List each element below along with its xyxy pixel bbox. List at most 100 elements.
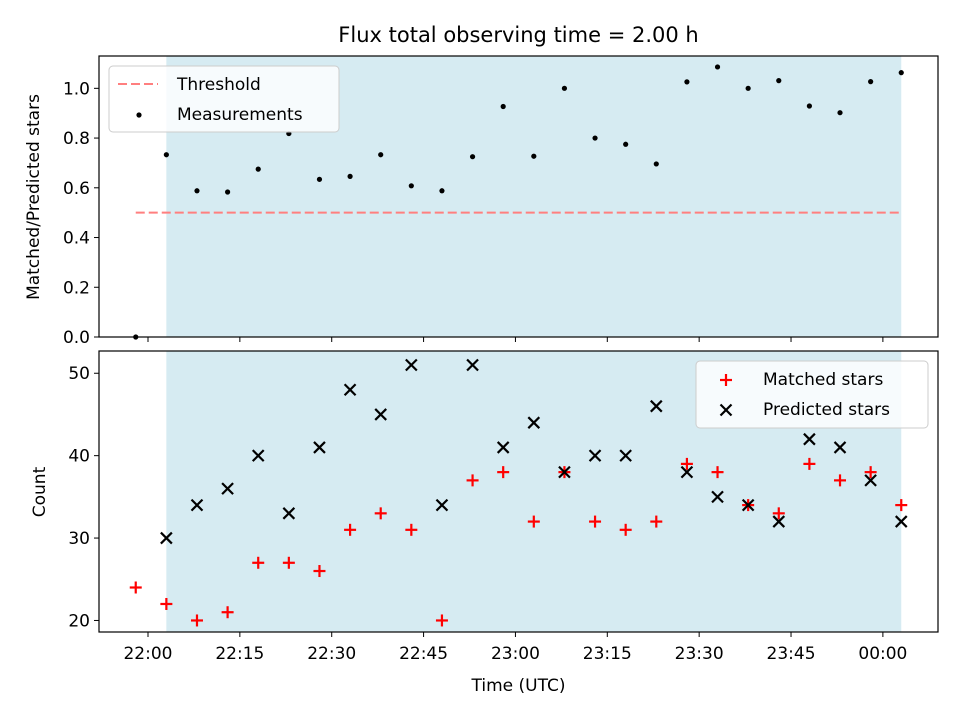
measurement-point <box>255 166 261 172</box>
predicted-star-point <box>343 383 357 397</box>
predicted-star-point-b <box>251 449 265 462</box>
legend-threshold-label: Threshold <box>176 75 261 95</box>
top-y-tick-label: 0.2 <box>63 278 90 298</box>
predicted-star-point-b <box>619 449 632 462</box>
predicted-star-point-b <box>221 482 234 495</box>
predicted-star-point <box>619 449 632 462</box>
predicted-star-point <box>313 441 326 454</box>
predicted-star-point <box>374 408 387 421</box>
legend-matched-label: Matched stars <box>763 370 883 390</box>
predicted-star-point <box>803 432 816 446</box>
bottom-axes-frame <box>98 350 939 633</box>
predicted-star-point-b <box>894 515 908 528</box>
measurement-point <box>898 70 904 76</box>
bottom-y-tick-label: 20 <box>68 611 90 631</box>
predicted-star-point <box>435 498 449 512</box>
predicted-star-point-b <box>711 490 724 504</box>
measurement-point <box>776 78 782 84</box>
predicted-star-point-b <box>527 416 541 429</box>
predicted-star-point <box>251 449 265 462</box>
matched-star-point <box>864 466 877 479</box>
predicted-star-point-b <box>466 358 479 372</box>
predicted-star-point-b <box>160 531 173 545</box>
predicted-star-point <box>496 441 510 454</box>
measurement-point <box>714 64 721 70</box>
matched-star-point <box>650 515 663 528</box>
matched-star-point <box>344 523 357 536</box>
measurement-point <box>684 79 690 85</box>
bottom-x-tick-label: 22:00 <box>123 644 172 664</box>
bottom-x-tick-label: 23:15 <box>583 644 632 664</box>
predicted-star-point-b <box>650 399 663 413</box>
predicted-star-point-b <box>435 498 449 512</box>
matched-star-point <box>680 457 693 470</box>
predicted-star-point <box>680 465 694 479</box>
matched-star-point <box>711 466 724 479</box>
bottom-x-tick-label: 23:30 <box>675 644 724 664</box>
measurement-point <box>163 152 169 158</box>
top-axes-frame <box>98 55 939 338</box>
predicted-star-point <box>190 498 204 512</box>
legend-cross-b <box>719 403 733 417</box>
predicted-star-point <box>864 474 877 487</box>
bottom-y-ticks: 20 30 40 50 <box>68 364 99 631</box>
matched-star-point <box>313 565 326 578</box>
predicted-star-point-b <box>680 465 694 479</box>
top-legend: Threshold Measurements <box>108 65 340 133</box>
matched-star-point <box>435 614 448 627</box>
matched-star-point <box>895 499 908 512</box>
legend-plus <box>720 374 732 386</box>
predicted-star-point-b <box>803 432 816 446</box>
measurement-point <box>408 183 414 189</box>
predicted-star-point-b <box>772 515 786 528</box>
measurement-point <box>469 154 476 160</box>
matched-star-point <box>497 466 510 479</box>
measurement-point <box>745 85 751 91</box>
matched-star-point <box>619 523 632 536</box>
top-x-ticks <box>147 337 884 342</box>
bottom-x-ticks: 22:00 22:15 22:30 22:45 23:00 23:15 23:30 23:45… <box>123 632 907 664</box>
top-y-ticks: 0.0 0.2 0.4 0.6 0.8 1.0 <box>63 79 99 348</box>
predicted-star-point <box>558 465 571 479</box>
top-y-axis-label: Matched/Predicted stars <box>24 94 44 300</box>
predicted-star-point <box>650 399 663 413</box>
legend-matched-marker <box>720 374 732 386</box>
measurement-point <box>439 188 445 194</box>
top-y-tick-label: 0.4 <box>63 229 90 249</box>
predicted-star-point-b <box>190 498 204 512</box>
bottom-y-tick-label: 30 <box>68 529 90 549</box>
legend-predicted-label: Predicted stars <box>763 400 890 420</box>
measurement-point <box>225 189 231 195</box>
matched-star-point <box>282 556 295 569</box>
predicted-star-point-b <box>343 383 357 397</box>
matched-stars-series <box>129 457 908 627</box>
matched-star-point <box>527 515 540 528</box>
predicted-star-point <box>405 358 418 372</box>
matched-star-point <box>129 581 142 594</box>
bottom-x-tick-label: 22:45 <box>399 644 448 664</box>
measurement-point <box>378 152 384 158</box>
predicted-star-point-b <box>405 358 418 372</box>
predicted-star-point-b <box>741 498 755 512</box>
bottom-legend-frame <box>695 360 929 429</box>
predicted-stars-series <box>160 358 908 545</box>
top-chart-title: Flux total observing time = 2.00 h <box>338 23 698 47</box>
matched-star-point <box>589 515 602 528</box>
matched-star-point <box>221 606 234 619</box>
measurement-point <box>500 103 506 110</box>
bottom-y-tick-label: 50 <box>68 364 90 384</box>
predicted-star-point-b <box>588 449 602 462</box>
matched-star-point <box>803 457 816 470</box>
predicted-star-point <box>588 449 602 462</box>
top-y-tick-label: 0.0 <box>63 328 90 348</box>
predicted-star-point-b <box>374 408 387 421</box>
matched-star-point <box>466 474 479 487</box>
matched-star-point <box>405 523 418 536</box>
measurement-point <box>623 141 629 147</box>
matched-star-point <box>252 556 265 569</box>
predicted-star-point <box>894 515 908 528</box>
measurement-point <box>531 153 537 159</box>
measurement-point <box>806 103 812 109</box>
matched-star-point <box>160 597 173 610</box>
